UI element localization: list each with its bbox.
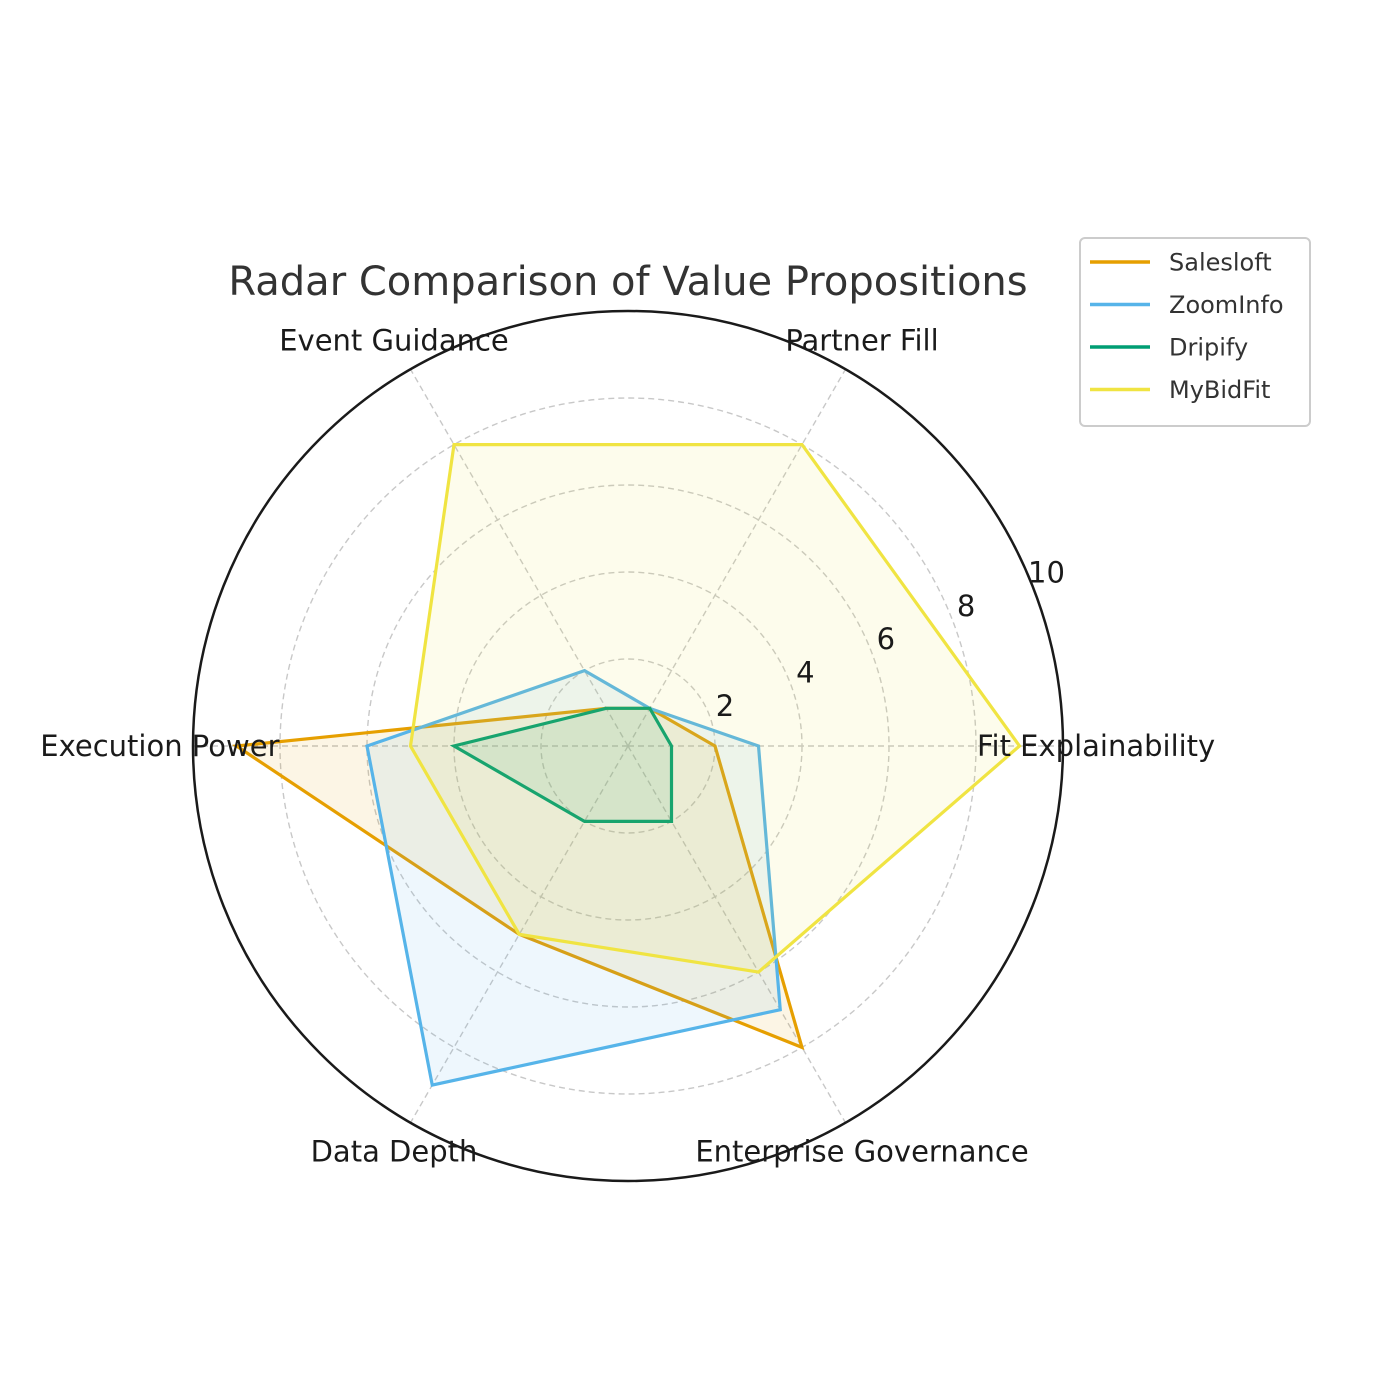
axis-label: Event Guidance [279,324,509,358]
grid-spoke [409,368,629,747]
legend-item-mybidfit: MyBidFit [1090,376,1270,404]
axis-label: Partner Fill [785,324,938,358]
axis-labels: Fit Explainability Partner Fill Event Guid… [40,324,1215,1169]
grid-spoke [627,368,847,747]
radar-frame [191,309,1065,1183]
series-layer [231,443,1022,1087]
grid-ring-8 [279,397,977,1095]
legend-label: Salesloft [1169,249,1272,277]
legend-label: MyBidFit [1169,376,1270,404]
grid-spoke [627,745,847,1124]
radial-tick-labels: 2 4 6 8 10 [716,556,1065,723]
legend-item-dripify: Dripify [1090,334,1248,362]
legend-label: Dripify [1169,334,1248,362]
axis-label: Fit Explainability [977,729,1215,763]
legend: Salesloft ZoomInfo Dripify MyBidFit [1079,237,1311,427]
axis-label: Data Depth [311,1134,478,1168]
chart-title: Radar Comparison of Value Propositions [228,259,1027,305]
series-dripify [449,706,674,823]
series-area-mybidfit [410,444,1020,973]
axis-label: Enterprise Governance [695,1134,1028,1168]
legend-label: ZoomInfo [1169,291,1284,319]
tick-label: 10 [1028,556,1065,590]
tick-label: 6 [877,622,895,656]
grid-spoke [409,745,629,1124]
tick-label: 2 [716,689,734,723]
series-area-zoominfo [367,670,781,1086]
legend-item-zoominfo: ZoomInfo [1090,291,1284,319]
series-area-dripify [454,708,672,822]
series-area-salesloft [236,708,802,1048]
radar-grid [193,368,1063,1124]
legend-box [1079,237,1311,427]
tick-label: 8 [957,589,975,623]
axis-label: Execution Power [40,729,279,763]
legend-item-salesloft: Salesloft [1090,249,1272,277]
tick-label: 4 [796,656,814,690]
series-mybidfit [408,443,1022,974]
